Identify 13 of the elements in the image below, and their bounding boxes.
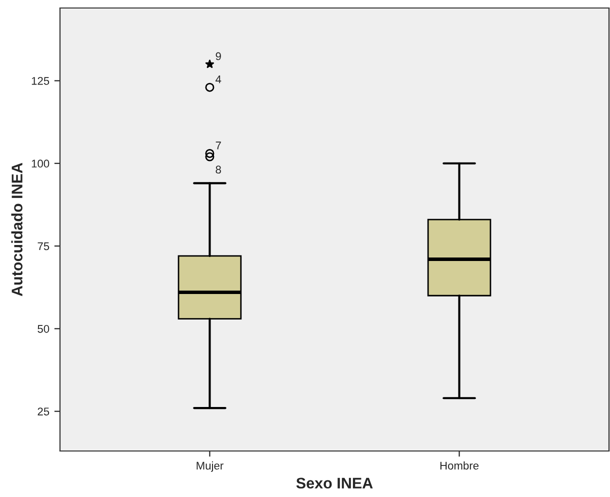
x-tick-label: Hombre	[440, 461, 479, 470]
y-tick-label: 50	[38, 324, 50, 333]
annotation: 4	[216, 76, 222, 84]
y-tick-label: 25	[38, 408, 50, 416]
y-axis-title: Autocuidado INEA	[11, 162, 22, 296]
annotation: 8	[216, 166, 221, 174]
annotation: 7	[216, 142, 221, 150]
y-tick-label: 100	[32, 160, 50, 168]
y-tick-label: 125	[32, 77, 50, 85]
annotation: 9	[216, 52, 221, 60]
x-tick-label: Mujer	[196, 461, 224, 472]
x-axis-title: Sexo INEA	[296, 478, 373, 489]
y-tick-label: 75	[38, 242, 50, 250]
